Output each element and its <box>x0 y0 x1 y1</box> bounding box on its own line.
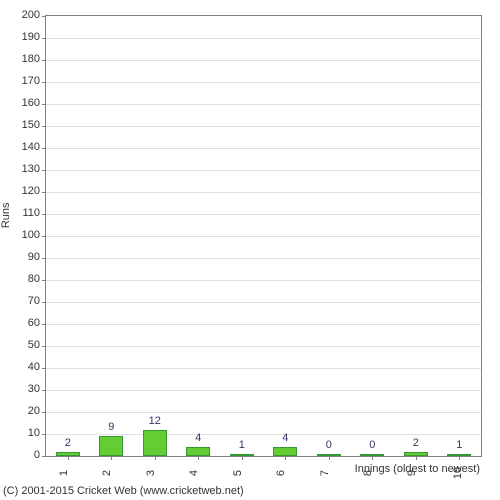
y-tick-mark <box>42 38 46 39</box>
y-tick-label: 100 <box>10 229 40 241</box>
x-tick-label: 4 <box>188 470 200 476</box>
y-tick-mark <box>42 82 46 83</box>
gridline <box>46 38 481 39</box>
x-tick-mark <box>459 456 460 460</box>
y-tick-mark <box>42 434 46 435</box>
y-tick-label: 180 <box>10 53 40 65</box>
y-tick-mark <box>42 170 46 171</box>
y-tick-label: 150 <box>10 119 40 131</box>
gridline <box>46 104 481 105</box>
y-tick-mark <box>42 368 46 369</box>
gridline <box>46 412 481 413</box>
x-tick-label: 6 <box>275 470 287 476</box>
x-tick-mark <box>372 456 373 460</box>
y-tick-label: 80 <box>10 273 40 285</box>
y-tick-label: 40 <box>10 361 40 373</box>
y-tick-mark <box>42 280 46 281</box>
y-tick-label: 160 <box>10 97 40 109</box>
y-tick-label: 120 <box>10 185 40 197</box>
y-tick-mark <box>42 148 46 149</box>
y-tick-label: 200 <box>10 9 40 21</box>
plot-area: 2 9 12 4 1 4 0 0 2 1 <box>45 15 482 457</box>
x-tick-label: 2 <box>101 470 113 476</box>
x-tick-label: 1 <box>58 470 70 476</box>
bar <box>273 447 297 456</box>
gridline <box>46 390 481 391</box>
bar-value-label: 12 <box>149 415 161 427</box>
y-tick-label: 110 <box>10 207 40 219</box>
gridline <box>46 368 481 369</box>
bar-value-label: 4 <box>195 432 201 444</box>
bar-value-label: 4 <box>282 432 288 444</box>
y-tick-label: 90 <box>10 251 40 263</box>
bar-value-label: 0 <box>326 439 332 451</box>
gridline <box>46 126 481 127</box>
gridline <box>46 214 481 215</box>
gridline <box>46 346 481 347</box>
y-tick-label: 130 <box>10 163 40 175</box>
gridline <box>46 324 481 325</box>
y-tick-mark <box>42 236 46 237</box>
bar-value-label: 9 <box>108 421 114 433</box>
y-tick-mark <box>42 346 46 347</box>
x-tick-mark <box>111 456 112 460</box>
x-tick-label: 10 <box>452 467 464 479</box>
bar <box>143 430 167 456</box>
y-tick-label: 20 <box>10 405 40 417</box>
chart-container: 29124140021 Runs Innings (oldest to newe… <box>0 0 500 500</box>
x-tick-label: 3 <box>145 470 157 476</box>
gridline <box>46 148 481 149</box>
bar-value-label: 0 <box>369 439 375 451</box>
y-tick-label: 0 <box>10 449 40 461</box>
bar <box>99 436 123 456</box>
y-tick-mark <box>42 390 46 391</box>
x-tick-mark <box>198 456 199 460</box>
y-tick-mark <box>42 104 46 105</box>
gridline <box>46 236 481 237</box>
gridline <box>46 170 481 171</box>
y-tick-label: 10 <box>10 427 40 439</box>
y-tick-label: 60 <box>10 317 40 329</box>
x-tick-mark <box>416 456 417 460</box>
x-tick-mark <box>68 456 69 460</box>
x-tick-label: 9 <box>406 470 418 476</box>
y-tick-mark <box>42 60 46 61</box>
y-tick-label: 140 <box>10 141 40 153</box>
x-tick-label: 8 <box>362 470 374 476</box>
x-tick-mark <box>242 456 243 460</box>
y-tick-label: 70 <box>10 295 40 307</box>
gridline <box>46 280 481 281</box>
y-tick-mark <box>42 126 46 127</box>
gridline <box>46 192 481 193</box>
y-tick-mark <box>42 192 46 193</box>
x-tick-mark <box>155 456 156 460</box>
y-tick-mark <box>42 324 46 325</box>
bar <box>186 447 210 456</box>
y-tick-mark <box>42 412 46 413</box>
x-tick-mark <box>329 456 330 460</box>
x-tick-label: 5 <box>232 470 244 476</box>
y-tick-mark <box>42 16 46 17</box>
x-tick-label: 7 <box>319 470 331 476</box>
gridline <box>46 60 481 61</box>
y-tick-label: 30 <box>10 383 40 395</box>
gridline <box>46 82 481 83</box>
y-tick-mark <box>42 302 46 303</box>
bar-value-label: 1 <box>456 439 462 451</box>
y-tick-mark <box>42 214 46 215</box>
gridline <box>46 434 481 435</box>
y-tick-label: 190 <box>10 31 40 43</box>
x-tick-mark <box>285 456 286 460</box>
copyright-text: (C) 2001-2015 Cricket Web (www.cricketwe… <box>3 485 244 497</box>
y-tick-label: 50 <box>10 339 40 351</box>
bar-value-label: 2 <box>413 437 419 449</box>
bar-value-label: 1 <box>239 439 245 451</box>
y-tick-mark <box>42 456 46 457</box>
gridline <box>46 302 481 303</box>
y-tick-mark <box>42 258 46 259</box>
gridline <box>46 258 481 259</box>
bar-value-label: 2 <box>65 437 71 449</box>
y-tick-label: 170 <box>10 75 40 87</box>
